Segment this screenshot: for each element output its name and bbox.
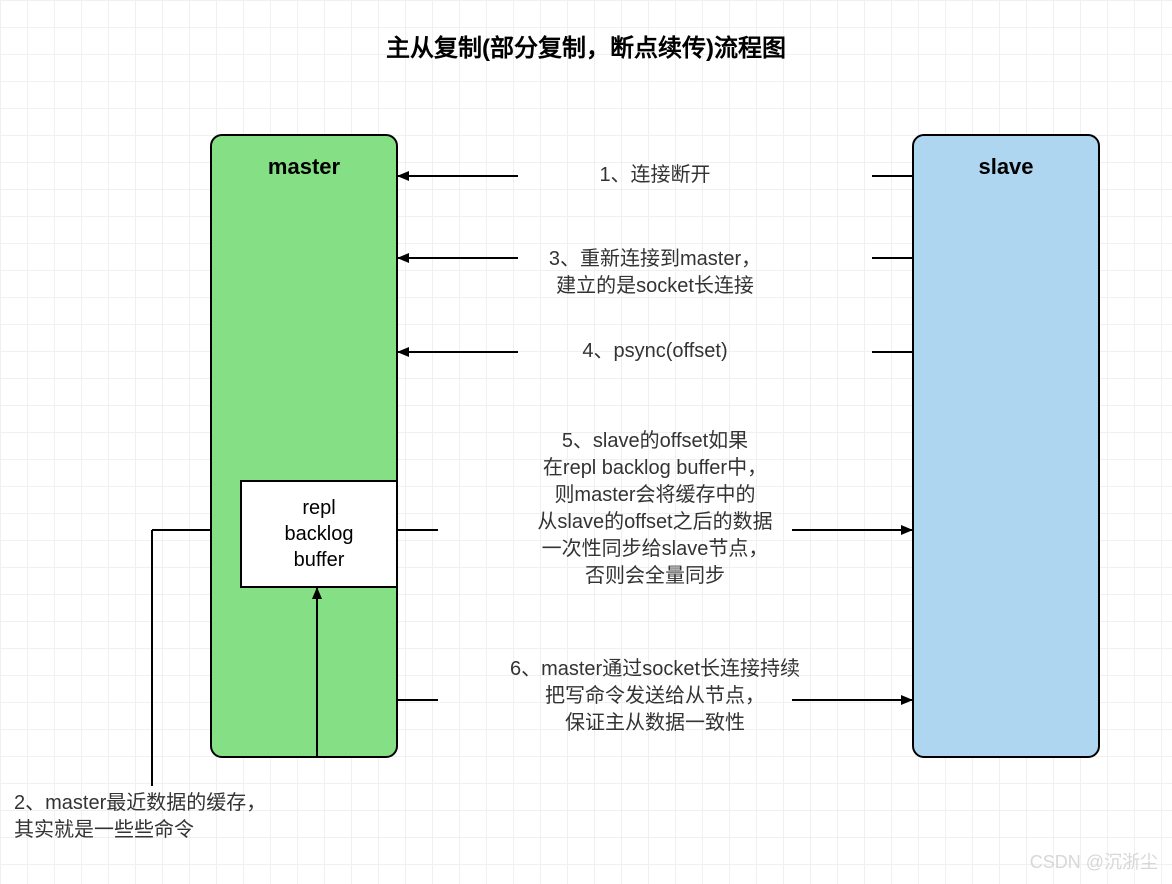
edge-label-6: 6、master通过socket长连接持续 把写命令发送给从节点， 保证主从数据… — [398, 656, 912, 737]
repl-backlog-buffer-label: repl backlog buffer — [285, 495, 354, 573]
master-node: master repl backlog buffer — [210, 134, 398, 758]
edge-label-3: 3、重新连接到master， 建立的是socket长连接 — [398, 246, 912, 300]
diagram-title: 主从复制(部分复制，断点续传)流程图 — [0, 28, 1172, 63]
slave-node: slave — [912, 134, 1100, 758]
master-label: master — [212, 136, 396, 180]
edge-label-5: 5、slave的offset如果 在repl backlog buffer中， … — [398, 428, 912, 590]
slave-label: slave — [914, 136, 1098, 180]
edge-label-1: 1、连接断开 — [398, 162, 912, 189]
watermark: CSDN @沉浙尘 — [1030, 848, 1158, 874]
repl-backlog-buffer-box: repl backlog buffer — [240, 480, 398, 588]
note-label-2: 2、master最近数据的缓存， 其实就是一些些命令 — [14, 790, 266, 844]
edge-label-4: 4、psync(offset) — [398, 338, 912, 365]
